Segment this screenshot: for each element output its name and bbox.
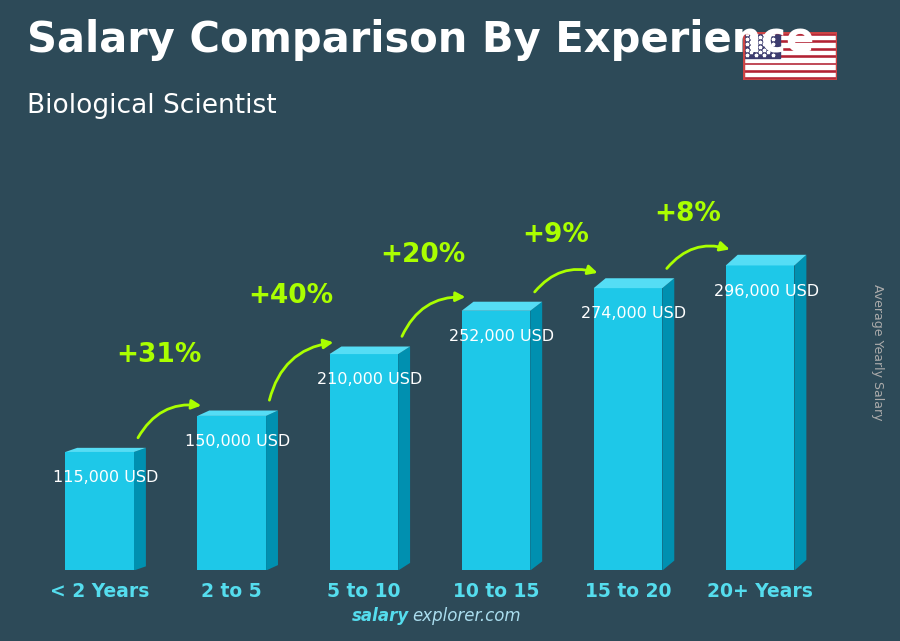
FancyArrowPatch shape — [667, 242, 727, 269]
Text: 296,000 USD: 296,000 USD — [714, 284, 819, 299]
Text: salary: salary — [352, 607, 410, 625]
Text: +8%: +8% — [654, 201, 721, 228]
Polygon shape — [594, 278, 674, 288]
Bar — [462, 311, 530, 570]
Text: explorer.com: explorer.com — [412, 607, 521, 625]
Bar — [329, 354, 398, 570]
FancyArrowPatch shape — [138, 401, 198, 438]
Text: +20%: +20% — [381, 242, 466, 268]
Text: +9%: +9% — [522, 222, 589, 247]
Polygon shape — [134, 448, 146, 570]
Polygon shape — [266, 410, 278, 570]
Text: Biological Scientist: Biological Scientist — [27, 93, 276, 119]
Polygon shape — [398, 347, 410, 570]
Bar — [742, 36, 837, 40]
Bar — [742, 58, 837, 62]
Text: 150,000 USD: 150,000 USD — [185, 434, 291, 449]
Bar — [725, 265, 795, 570]
Polygon shape — [66, 448, 146, 452]
Polygon shape — [197, 410, 278, 416]
Text: Salary Comparison By Experience: Salary Comparison By Experience — [27, 19, 814, 62]
Polygon shape — [462, 302, 542, 311]
Text: 210,000 USD: 210,000 USD — [317, 372, 422, 387]
Polygon shape — [725, 254, 806, 265]
Text: 115,000 USD: 115,000 USD — [53, 470, 158, 485]
Polygon shape — [795, 254, 806, 570]
Bar — [742, 51, 837, 54]
Bar — [742, 72, 837, 76]
Bar — [742, 43, 837, 47]
Text: 274,000 USD: 274,000 USD — [581, 306, 687, 321]
Polygon shape — [530, 302, 542, 570]
FancyArrowPatch shape — [402, 293, 463, 337]
FancyArrowPatch shape — [269, 340, 330, 400]
Bar — [197, 416, 266, 570]
Bar — [742, 65, 837, 69]
Bar — [66, 452, 134, 570]
Bar — [594, 288, 662, 570]
Text: +31%: +31% — [116, 342, 202, 368]
Polygon shape — [662, 278, 674, 570]
Text: 252,000 USD: 252,000 USD — [449, 329, 554, 344]
Bar — [742, 32, 780, 58]
Text: Average Yearly Salary: Average Yearly Salary — [871, 285, 884, 420]
Polygon shape — [329, 347, 410, 354]
Text: +40%: +40% — [248, 283, 334, 308]
FancyArrowPatch shape — [535, 266, 595, 292]
